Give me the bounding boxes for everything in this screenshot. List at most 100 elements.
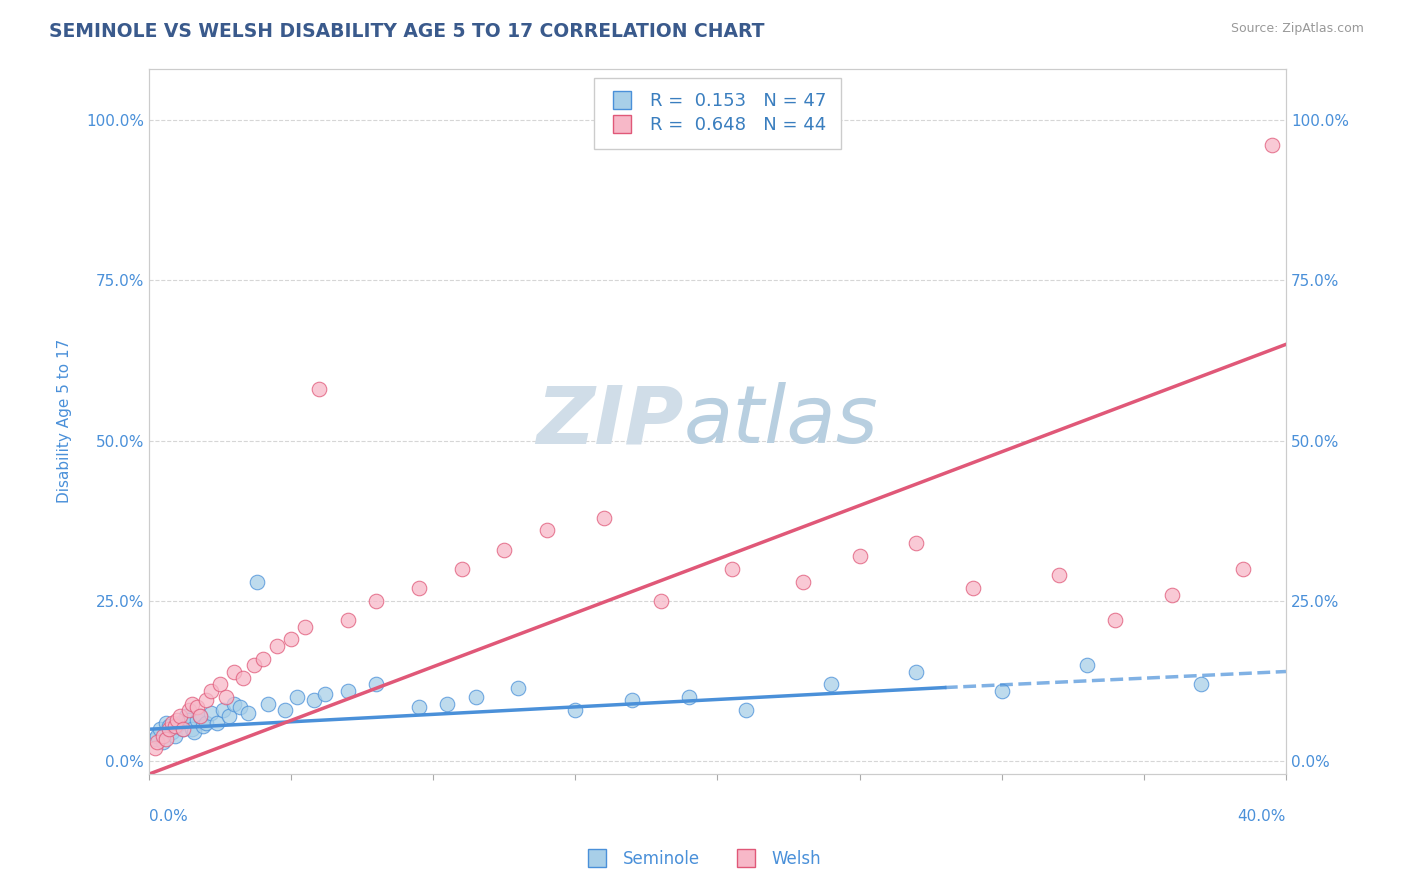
Point: [172, 723, 194, 737]
Legend: Seminole, Welsh: Seminole, Welsh: [578, 844, 828, 875]
Point: [186, 713, 208, 727]
Point: [146, 735, 169, 749]
Point: [232, 671, 254, 685]
Text: Source: ZipAtlas.com: Source: ZipAtlas.com: [1230, 22, 1364, 36]
Point: [215, 690, 238, 705]
Point: [621, 693, 644, 707]
Point: [905, 536, 928, 550]
Point: [734, 703, 756, 717]
Point: [143, 731, 166, 746]
Point: [160, 715, 183, 730]
Point: [408, 581, 430, 595]
Point: [1161, 588, 1184, 602]
Point: [194, 715, 217, 730]
Point: [200, 683, 222, 698]
Point: [163, 729, 186, 743]
Point: [157, 719, 180, 733]
Point: [252, 651, 274, 665]
Point: [792, 574, 814, 589]
Point: [243, 658, 266, 673]
Point: [848, 549, 870, 563]
Point: [564, 703, 586, 717]
Point: [188, 709, 211, 723]
Point: [366, 594, 388, 608]
Point: [160, 725, 183, 739]
Point: [336, 613, 359, 627]
Point: [266, 639, 288, 653]
Point: [650, 594, 672, 608]
Point: [163, 719, 186, 733]
Text: 0.0%: 0.0%: [149, 809, 187, 824]
Point: [990, 683, 1012, 698]
Point: [464, 690, 486, 705]
Point: [177, 703, 200, 717]
Point: [180, 697, 202, 711]
Point: [1047, 568, 1070, 582]
Point: [450, 562, 472, 576]
Text: 40.0%: 40.0%: [1237, 809, 1286, 824]
Point: [905, 665, 928, 679]
Point: [143, 741, 166, 756]
Point: [308, 382, 330, 396]
Point: [962, 581, 984, 595]
Point: [152, 735, 174, 749]
Point: [180, 723, 202, 737]
Point: [408, 699, 430, 714]
Point: [200, 706, 222, 721]
Point: [224, 697, 246, 711]
Point: [211, 703, 233, 717]
Point: [208, 677, 231, 691]
Text: atlas: atlas: [683, 383, 879, 460]
Point: [302, 693, 325, 707]
Point: [146, 729, 169, 743]
Point: [592, 510, 614, 524]
Point: [246, 574, 269, 589]
Point: [166, 719, 188, 733]
Point: [1261, 138, 1284, 153]
Point: [155, 731, 177, 746]
Point: [166, 713, 188, 727]
Point: [155, 715, 177, 730]
Point: [720, 562, 742, 576]
Point: [152, 729, 174, 743]
Point: [224, 665, 246, 679]
Point: [205, 715, 228, 730]
Point: [508, 681, 530, 695]
Point: [280, 632, 302, 647]
Text: SEMINOLE VS WELSH DISABILITY AGE 5 TO 17 CORRELATION CHART: SEMINOLE VS WELSH DISABILITY AGE 5 TO 17…: [49, 22, 765, 41]
Y-axis label: Disability Age 5 to 17: Disability Age 5 to 17: [58, 339, 72, 503]
Point: [169, 709, 191, 723]
Point: [436, 697, 458, 711]
Point: [149, 723, 172, 737]
Point: [294, 619, 316, 633]
Point: [820, 677, 842, 691]
Point: [174, 709, 197, 723]
Point: [536, 524, 558, 538]
Point: [494, 542, 516, 557]
Point: [1189, 677, 1212, 691]
Point: [188, 709, 211, 723]
Point: [177, 713, 200, 727]
Point: [257, 697, 280, 711]
Point: [191, 719, 214, 733]
Point: [1232, 562, 1254, 576]
Point: [366, 677, 388, 691]
Point: [238, 706, 260, 721]
Text: ZIP: ZIP: [536, 383, 683, 460]
Point: [1076, 658, 1098, 673]
Point: [314, 687, 336, 701]
Point: [194, 693, 217, 707]
Point: [157, 723, 180, 737]
Point: [274, 703, 297, 717]
Point: [172, 723, 194, 737]
Point: [336, 683, 359, 698]
Point: [169, 715, 191, 730]
Point: [229, 699, 252, 714]
Point: [285, 690, 308, 705]
Point: [1104, 613, 1126, 627]
Point: [183, 725, 205, 739]
Legend: R =  0.153   N = 47, R =  0.648   N = 44: R = 0.153 N = 47, R = 0.648 N = 44: [595, 78, 841, 149]
Point: [218, 709, 240, 723]
Point: [678, 690, 700, 705]
Point: [186, 699, 208, 714]
